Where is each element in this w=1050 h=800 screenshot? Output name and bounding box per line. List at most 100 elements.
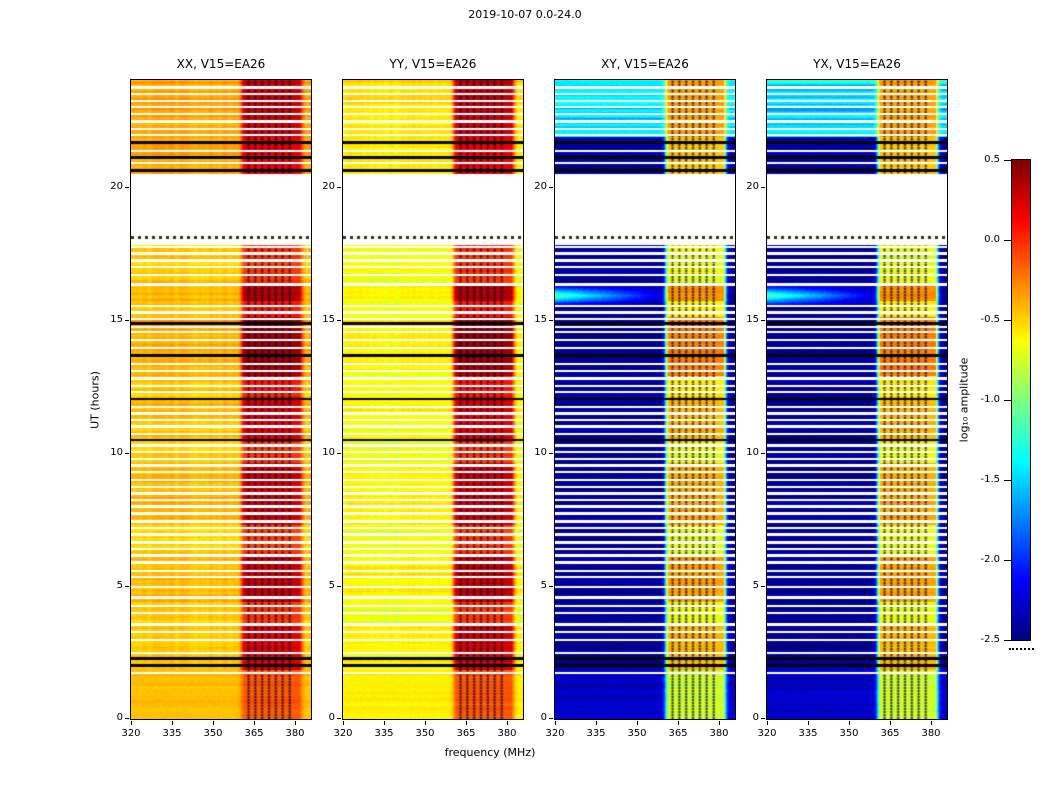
colorbar-gradient bbox=[1012, 160, 1030, 640]
x-tick bbox=[295, 721, 296, 725]
plot-area-yy bbox=[342, 79, 524, 720]
x-tick-label: 320 bbox=[545, 728, 565, 739]
x-tick-label: 350 bbox=[203, 728, 223, 739]
x-tick-label: 320 bbox=[121, 728, 141, 739]
x-tick-label: 365 bbox=[880, 728, 900, 739]
y-tick-label: 20 bbox=[322, 181, 335, 192]
y-tick-label: 10 bbox=[534, 447, 547, 458]
x-tick bbox=[254, 721, 255, 725]
y-tick bbox=[549, 453, 553, 454]
x-tick-label: 335 bbox=[374, 728, 394, 739]
x-tick bbox=[131, 721, 132, 725]
x-tick bbox=[507, 721, 508, 725]
colorbar-tick bbox=[1004, 240, 1011, 241]
y-tick-label: 0 bbox=[540, 712, 547, 723]
x-tick-label: 350 bbox=[415, 728, 435, 739]
x-tick-label: 380 bbox=[497, 728, 517, 739]
panel-title-yy: YY, V15=EA26 bbox=[389, 57, 477, 71]
heatmap-xx bbox=[131, 80, 311, 719]
colorbar-frame bbox=[1011, 159, 1031, 641]
y-tick-label: 0 bbox=[752, 712, 759, 723]
colorbar-tick-label: 0.0 bbox=[984, 234, 1000, 245]
y-tick bbox=[549, 187, 553, 188]
x-tick-label: 335 bbox=[586, 728, 606, 739]
x-tick-label: 365 bbox=[668, 728, 688, 739]
x-tick bbox=[466, 721, 467, 725]
panel-xx: XX, V15=EA26 320 335 350 365 380 0 5 10 15 20 bbox=[110, 57, 312, 739]
x-tick bbox=[213, 721, 214, 725]
colorbar-tick-label: -1.5 bbox=[980, 474, 1000, 485]
y-tick-label: 10 bbox=[110, 447, 123, 458]
panel-yy: YY, V15=EA26 320 335 350 365 380 0 5 10 15 20 bbox=[322, 57, 524, 739]
x-tick bbox=[343, 721, 344, 725]
colorbar-extend-dots bbox=[1009, 648, 1034, 650]
panel-xy: XY, V15=EA26 320 335 350 365 380 0 5 10 15 20 bbox=[534, 57, 736, 739]
x-tick bbox=[172, 721, 173, 725]
panel-yx: YX, V15=EA26 320 335 350 365 380 0 5 10 15 20 bbox=[746, 57, 948, 739]
y-tick bbox=[337, 718, 341, 719]
y-tick bbox=[125, 320, 129, 321]
y-tick bbox=[337, 187, 341, 188]
y-tick-label: 0 bbox=[116, 712, 123, 723]
y-tick bbox=[761, 187, 765, 188]
colorbar-tick bbox=[1004, 320, 1011, 321]
y-tick bbox=[761, 718, 765, 719]
plot-area-yx bbox=[766, 79, 948, 720]
x-tick-label: 380 bbox=[285, 728, 305, 739]
x-tick bbox=[555, 721, 556, 725]
y-tick bbox=[125, 453, 129, 454]
x-tick-label: 365 bbox=[244, 728, 264, 739]
y-axis-label: UT (hours) bbox=[88, 371, 102, 429]
y-tick bbox=[125, 187, 129, 188]
x-tick bbox=[678, 721, 679, 725]
x-tick bbox=[384, 721, 385, 725]
panel-title-xx: XX, V15=EA26 bbox=[176, 57, 266, 71]
x-tick bbox=[596, 721, 597, 725]
x-tick bbox=[767, 721, 768, 725]
y-tick bbox=[549, 320, 553, 321]
y-tick-label: 10 bbox=[746, 447, 759, 458]
y-tick-label: 15 bbox=[322, 314, 335, 325]
colorbar-tick bbox=[1004, 640, 1011, 641]
y-tick bbox=[125, 718, 129, 719]
heatmap-xy bbox=[555, 80, 735, 719]
colorbar-tick bbox=[1004, 480, 1011, 481]
y-tick-label: 20 bbox=[110, 181, 123, 192]
x-tick-label: 350 bbox=[627, 728, 647, 739]
y-tick-label: 10 bbox=[322, 447, 335, 458]
y-tick bbox=[337, 586, 341, 587]
y-tick bbox=[761, 586, 765, 587]
x-tick-label: 320 bbox=[757, 728, 777, 739]
colorbar-tick-label: 0.5 bbox=[984, 154, 1000, 165]
colorbar-tick-label: -2.0 bbox=[980, 554, 1000, 565]
heatmap-yx bbox=[767, 80, 947, 719]
panel-title-yx: YX, V15=EA26 bbox=[813, 57, 901, 71]
plot-area-xx bbox=[130, 79, 312, 720]
y-tick-label: 5 bbox=[116, 580, 123, 591]
y-tick bbox=[125, 586, 129, 587]
x-tick-label: 335 bbox=[162, 728, 182, 739]
y-tick-label: 5 bbox=[540, 580, 547, 591]
y-tick bbox=[337, 320, 341, 321]
x-axis-label: frequency (MHz) bbox=[444, 746, 536, 759]
x-tick-label: 365 bbox=[456, 728, 476, 739]
y-tick-label: 5 bbox=[328, 580, 335, 591]
panel-title-xy: XY, V15=EA26 bbox=[601, 57, 689, 71]
x-tick-label: 380 bbox=[709, 728, 729, 739]
x-tick bbox=[808, 721, 809, 725]
x-tick bbox=[849, 721, 850, 725]
y-tick bbox=[549, 586, 553, 587]
colorbar-tick-label: -2.5 bbox=[980, 634, 1000, 645]
x-tick-label: 335 bbox=[798, 728, 818, 739]
heatmap-yy bbox=[343, 80, 523, 719]
y-tick bbox=[549, 718, 553, 719]
x-tick bbox=[931, 721, 932, 725]
colorbar-tick bbox=[1004, 400, 1011, 401]
figure-title: 2019-10-07 0.0-24.0 bbox=[468, 8, 582, 21]
x-tick bbox=[425, 721, 426, 725]
y-tick bbox=[337, 453, 341, 454]
y-tick-label: 15 bbox=[110, 314, 123, 325]
x-tick-label: 350 bbox=[839, 728, 859, 739]
colorbar-tick-label: -1.0 bbox=[980, 394, 1000, 405]
colorbar-tick bbox=[1004, 160, 1011, 161]
